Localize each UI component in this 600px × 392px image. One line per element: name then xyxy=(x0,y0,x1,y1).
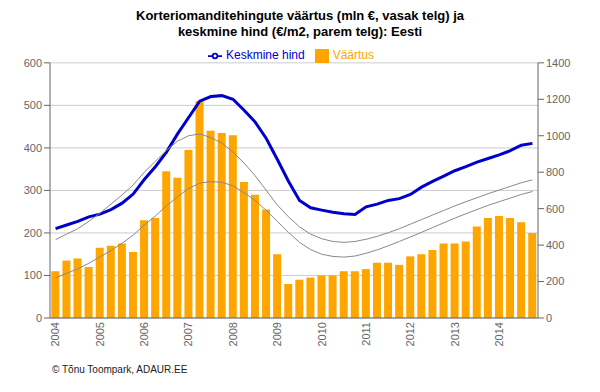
svg-text:0: 0 xyxy=(546,312,552,324)
svg-text:2011: 2011 xyxy=(360,322,372,346)
svg-text:1200: 1200 xyxy=(546,93,570,105)
svg-text:1000: 1000 xyxy=(546,130,570,142)
svg-text:400: 400 xyxy=(24,142,42,154)
svg-text:2008: 2008 xyxy=(227,322,239,346)
svg-text:2005: 2005 xyxy=(94,322,106,346)
svg-text:600: 600 xyxy=(24,57,42,69)
html-text:© Tõnu Toompark, ADAUR.EE: © Tõnu Toompark, ADAUR.EE xyxy=(52,364,188,375)
svg-text:300: 300 xyxy=(24,184,42,196)
svg-text:2006: 2006 xyxy=(138,322,150,346)
svg-text:800: 800 xyxy=(546,166,564,178)
html-text:Väärtus: Väärtus xyxy=(332,48,374,62)
svg-text:100: 100 xyxy=(24,269,42,281)
svg-text:2004: 2004 xyxy=(49,322,61,346)
html-text:Korteriomanditehingute väärtus: Korteriomanditehingute väärtus (mln €, v… xyxy=(136,8,464,23)
svg-text:0: 0 xyxy=(36,312,42,324)
svg-text:600: 600 xyxy=(546,203,564,215)
svg-text:200: 200 xyxy=(546,275,564,287)
html-text:keskmine hind (€/m2, parem tel: keskmine hind (€/m2, parem telg): Eesti xyxy=(177,24,423,39)
svg-text:2012: 2012 xyxy=(404,322,416,346)
svg-text:2010: 2010 xyxy=(316,322,328,346)
svg-text:2013: 2013 xyxy=(449,322,461,346)
html-text:Keskmine hind: Keskmine hind xyxy=(226,48,305,62)
svg-text:200: 200 xyxy=(24,227,42,239)
svg-text:2007: 2007 xyxy=(182,322,194,346)
svg-text:1400: 1400 xyxy=(546,57,570,69)
svg-text:500: 500 xyxy=(24,99,42,111)
svg-text:2014: 2014 xyxy=(493,322,505,346)
svg-text:2009: 2009 xyxy=(271,322,283,346)
svg-text:400: 400 xyxy=(546,239,564,251)
